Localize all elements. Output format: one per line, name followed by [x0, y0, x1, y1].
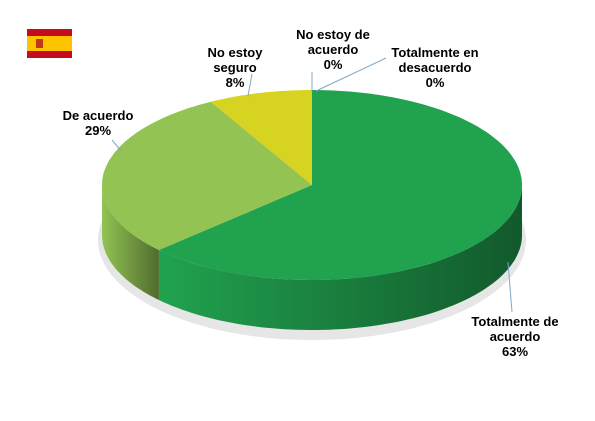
- flag: [27, 29, 72, 58]
- category-label: No estoy de acuerdo: [296, 27, 370, 57]
- category-label: De acuerdo: [62, 108, 134, 123]
- pie-slices: [102, 90, 522, 280]
- value-label: 29%: [84, 123, 112, 138]
- slice: [210, 90, 312, 185]
- value-label: 0%: [323, 57, 343, 72]
- value-label: 8%: [225, 75, 245, 90]
- slice-side-shade: [102, 185, 159, 300]
- category-label: Totalmente de acuerdo: [471, 314, 559, 344]
- data-label: No estoy seguro 8%: [200, 45, 270, 90]
- data-label: Totalmente de acuerdo 63%: [460, 314, 570, 359]
- category-label: Totalmente en desacuerdo: [391, 45, 479, 75]
- leader-lines: [111, 57, 513, 313]
- category-label: No estoy seguro: [207, 45, 263, 75]
- value-label: 63%: [501, 344, 529, 359]
- slice-side-shade: [158, 185, 522, 330]
- data-label: No estoy de acuerdo 0%: [283, 27, 383, 72]
- value-label: 0%: [425, 75, 445, 90]
- data-label: Totalmente en desacuerdo 0%: [375, 45, 495, 90]
- pie-sides: [102, 185, 522, 330]
- slice: [102, 101, 312, 250]
- data-label: De acuerdo 29%: [53, 108, 143, 138]
- slice: [158, 90, 522, 280]
